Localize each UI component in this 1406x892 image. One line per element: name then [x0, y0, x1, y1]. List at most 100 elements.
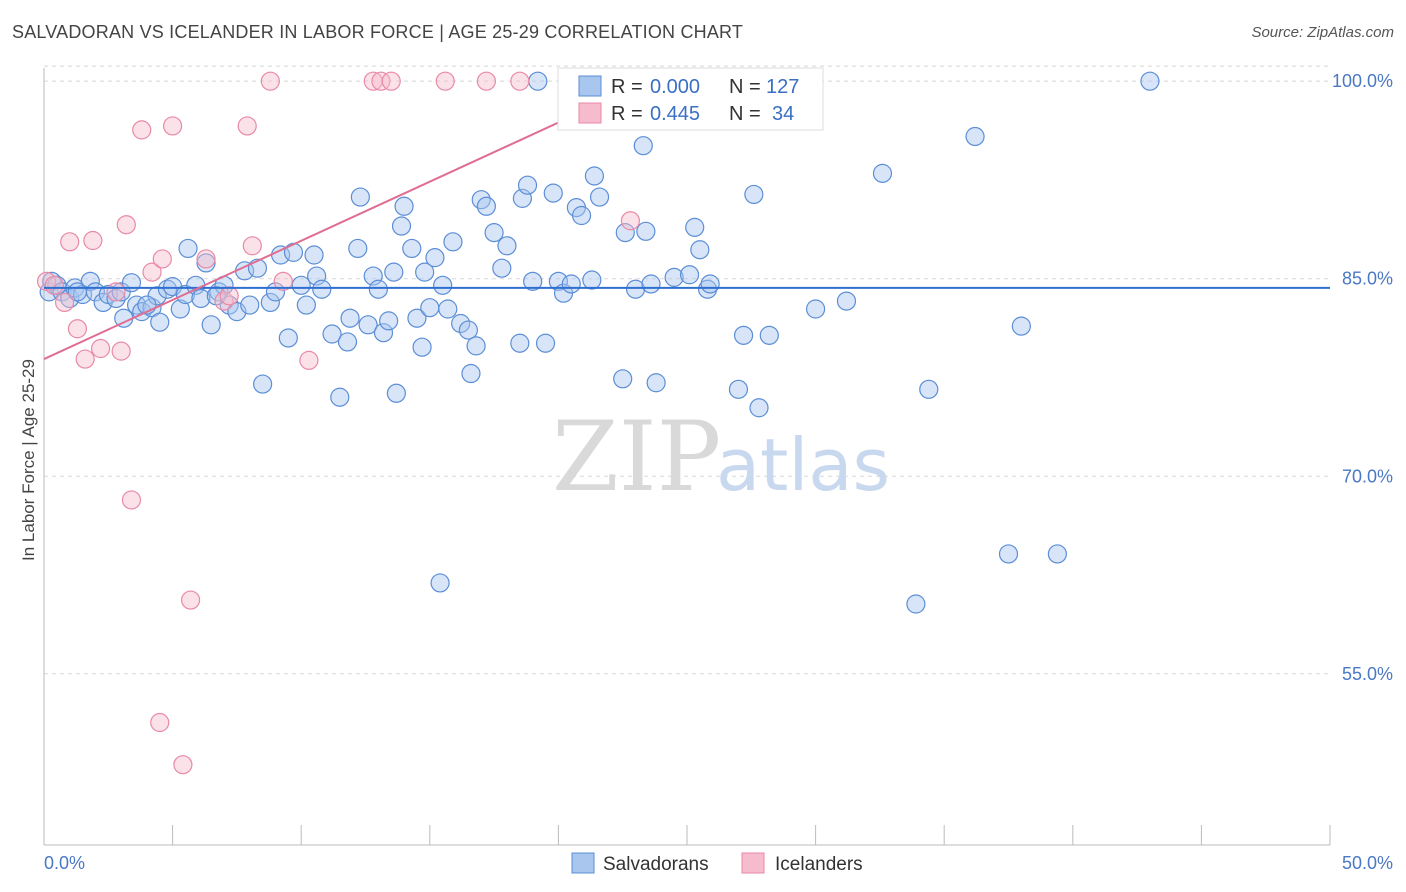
salvadoran-point-67	[438, 299, 458, 319]
salvadoran-point-55	[379, 311, 399, 331]
icelander-point-31	[476, 71, 496, 91]
salvadoran-point-69	[451, 313, 471, 334]
salvadoran-point-61	[407, 308, 427, 328]
salvadoran-point-27	[201, 315, 221, 335]
icelander-point-33	[620, 211, 641, 231]
salvadoran-point-109	[749, 398, 769, 418]
legend-r-label-icelanders: R =	[611, 103, 643, 125]
icelander-point-3	[60, 232, 80, 252]
legend-swatch-icelanders	[578, 102, 602, 124]
salvadoran-point-23	[178, 238, 198, 259]
legend-r-label-salvadorans: R =	[611, 76, 643, 98]
salvadoran-point-73	[471, 190, 491, 210]
x-tick-label-0: 0.0%	[44, 853, 85, 873]
salvadoran-point-81	[523, 271, 543, 291]
salvadoran-point-74	[476, 196, 496, 216]
bottom-legend-label-icelanders: Icelanders	[775, 854, 863, 875]
y-tick-labels: 100.0% 85.0% 70.0% 55.0%	[1332, 71, 1393, 684]
salvadoran-point-57	[386, 383, 406, 403]
icelander-point-9	[111, 341, 131, 361]
icelander-point-14	[150, 712, 170, 733]
salvadoran-point-98	[641, 274, 661, 294]
salvadoran-point-76	[492, 258, 512, 278]
salvadoran-point-119	[1047, 544, 1067, 564]
salvadoran-point-106	[728, 379, 749, 399]
salvadoran-point-19	[157, 279, 178, 299]
bottom-legend-label-salvadorans: Salvadorans	[603, 854, 709, 875]
salvadoran-point-39	[283, 242, 304, 262]
salvadoran-point-84	[543, 183, 563, 203]
y-tick-label-0: 100.0%	[1332, 71, 1393, 91]
salvadoran-point-35	[253, 374, 273, 394]
icelander-point-2	[54, 292, 75, 313]
trend-line-icelanders	[43, 80, 649, 360]
bottom-legend-swatch-icelanders	[741, 852, 765, 874]
icelander-point-12	[132, 120, 152, 140]
salvadoran-point-120	[1140, 71, 1160, 91]
salvadoran-point-63	[415, 262, 435, 282]
salvadoran-point-83	[535, 333, 556, 353]
stats-legend-box	[557, 67, 824, 131]
legend-swatch-salvadorans	[578, 75, 602, 97]
icelander-point-5	[75, 349, 95, 369]
icelander-point-13	[142, 262, 162, 282]
salvadoran-point-49	[348, 238, 368, 259]
salvadoran-point-91	[584, 166, 605, 186]
salvadoran-point-103	[690, 240, 710, 260]
salvadoran-point-96	[633, 136, 653, 156]
salvadoran-point-112	[836, 291, 857, 311]
legend-n-value-salvadorans: 127	[766, 76, 799, 98]
salvadoran-point-87	[561, 274, 581, 294]
icelander-point-24	[260, 71, 280, 91]
icelander-point-10	[116, 215, 136, 235]
salvadoran-point-78	[510, 333, 530, 353]
icelander-point-21	[219, 286, 239, 306]
salvadoran-point-114	[919, 379, 939, 399]
bottom-legend: Salvadorans Icelanders	[571, 852, 863, 875]
salvadoran-point-44	[312, 279, 332, 299]
salvadoran-point-58	[391, 216, 412, 236]
salvadoran-point-50	[350, 187, 370, 207]
bottom-legend-swatch-salvadorans	[571, 852, 595, 874]
salvadoran-point-51	[358, 315, 378, 335]
salvadoran-point-66	[430, 573, 450, 593]
y-tick-label-2: 70.0%	[1342, 466, 1393, 486]
salvadoran-point-104	[697, 279, 718, 299]
salvadoran-point-11	[106, 288, 126, 309]
legend-r-value-icelanders: 0.445	[650, 103, 700, 125]
salvadoran-point-72	[466, 336, 486, 356]
salvadoran-point-71	[461, 363, 481, 384]
axes	[43, 68, 1331, 846]
salvadoran-point-42	[304, 245, 324, 265]
y-tick-label-1: 85.0%	[1342, 269, 1393, 289]
salvadoran-point-54	[373, 323, 394, 343]
salvadoran-point-41	[296, 295, 316, 315]
salvadoran-point-36	[260, 292, 280, 313]
salvadoran-point-110	[759, 325, 779, 345]
icelander-point-1	[44, 275, 64, 295]
salvadoran-point-82	[528, 71, 548, 91]
icelander-point-6	[83, 230, 103, 251]
salvadoran-point-113	[872, 163, 893, 183]
salvadoran-point-126	[433, 275, 453, 295]
watermark-atlas: atlas	[716, 423, 890, 507]
y-tick-label-3: 55.0%	[1342, 664, 1393, 684]
icelander-point-26	[299, 350, 319, 370]
salvadoran-point-25	[191, 288, 211, 309]
legend-r-value-salvadorans: 0.000	[650, 76, 700, 98]
salvadoran-point-53	[368, 279, 388, 299]
icelander-point-29	[381, 71, 401, 91]
icelander-point-28	[371, 71, 391, 91]
salvadoran-point-97	[636, 221, 656, 241]
salvadoran-point-33	[240, 295, 260, 315]
icelander-point-20	[214, 291, 234, 311]
salvadoran-point-102	[685, 217, 705, 237]
legend-n-label-icelanders: N =	[729, 103, 761, 125]
salvadoran-point-95	[625, 279, 646, 299]
chart-title: SALVADORAN VS ICELANDER IN LABOR FORCE |…	[12, 22, 744, 42]
salvadoran-point-94	[615, 223, 635, 243]
icelander-point-22	[237, 116, 257, 136]
x-tick-label-1: 50.0%	[1342, 853, 1393, 873]
icelander-point-25	[273, 271, 293, 291]
icelander-point-11	[121, 490, 142, 510]
